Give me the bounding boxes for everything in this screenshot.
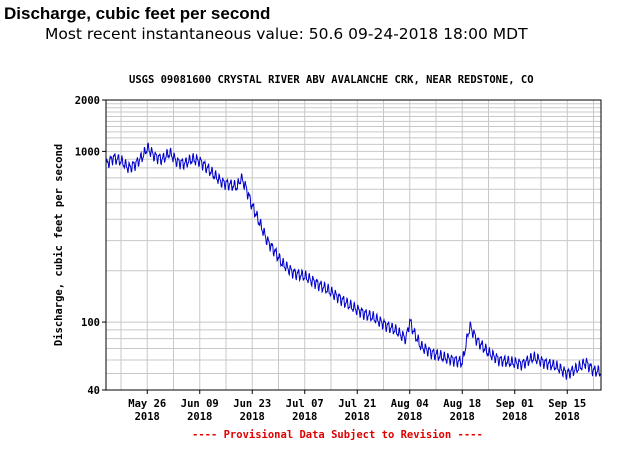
latest-value-text: Most recent instantaneous value: 50.6 09…	[45, 25, 528, 43]
x-tick-label: Aug 04	[391, 398, 429, 410]
page-title: Discharge, cubic feet per second	[4, 4, 271, 23]
x-tick-year-label: 2018	[187, 411, 212, 423]
x-tick-year-label: 2018	[397, 411, 422, 423]
x-tick-year-label: 2018	[555, 411, 580, 423]
y-tick-labels: 2000 1000 100 40	[75, 95, 106, 397]
x-tick-year-label: 2018	[450, 411, 475, 423]
y-axis-label: Discharge, cubic feet per second	[53, 144, 65, 346]
x-tick-year-label: 2018	[345, 411, 370, 423]
provisional-data-note: ---- Provisional Data Subject to Revisio…	[192, 429, 483, 441]
x-tick-label: Jul 07	[286, 398, 324, 410]
y-tick-label: 1000	[75, 146, 100, 158]
plot-frame	[105, 99, 602, 391]
y-tick-label: 100	[81, 317, 100, 329]
grid-lines	[106, 99, 601, 391]
x-tick-year-label: 2018	[292, 411, 317, 423]
x-tick-year-label: 2018	[502, 411, 527, 423]
x-tick-label: Jun 09	[181, 398, 219, 410]
x-tick-label: Sep 01	[496, 398, 534, 410]
x-tick-year-label: 2018	[240, 411, 265, 423]
x-tick-label: Sep 15	[548, 398, 586, 410]
y-tick-label: 40	[87, 385, 100, 397]
x-tick-label: Jul 21	[338, 398, 376, 410]
y-tick-label: 2000	[75, 95, 100, 107]
x-tick-label: Jun 23	[233, 398, 271, 410]
x-tick-year-label: 2018	[135, 411, 160, 423]
x-tick-label: May 26	[128, 398, 166, 410]
x-tick-label: Aug 18	[443, 398, 481, 410]
chart-title: USGS 09081600 CRYSTAL RIVER ABV AVALANCH…	[129, 74, 534, 86]
discharge-series-line	[105, 142, 602, 380]
